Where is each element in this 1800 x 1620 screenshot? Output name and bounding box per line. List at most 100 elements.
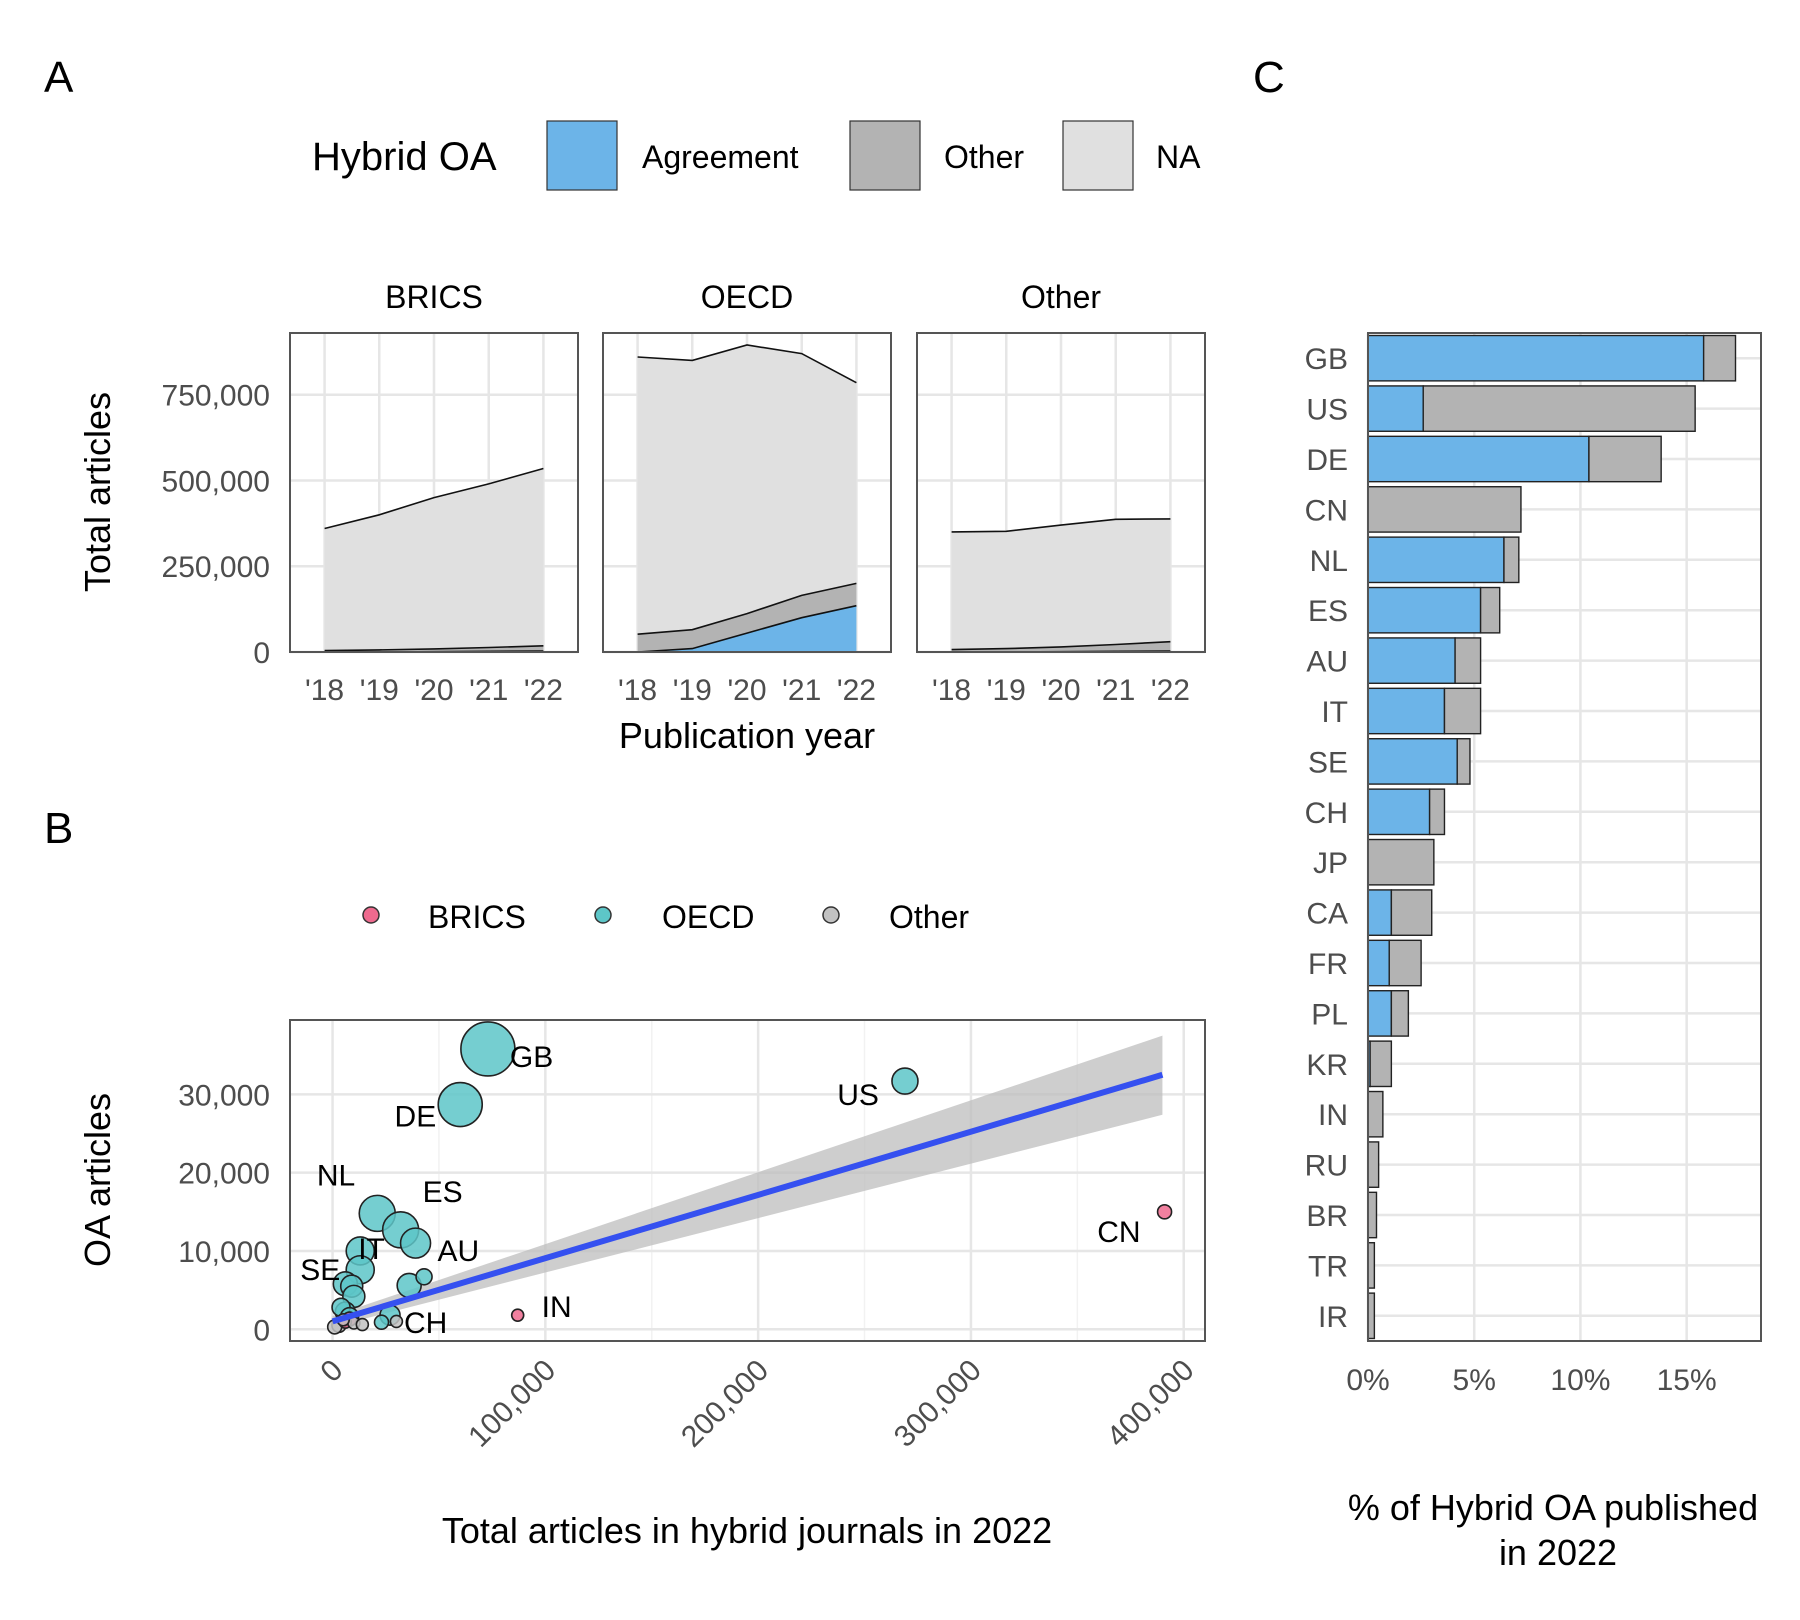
legend-country-group: BRICS OECD Other: [362, 899, 969, 935]
bar-other-se: [1456, 738, 1471, 785]
x-tick-label: '21: [469, 674, 508, 707]
category-label-ca: CA: [1306, 898, 1348, 931]
point-in: [510, 1308, 525, 1322]
x-tick-label: '19: [673, 674, 712, 707]
y-tick-label: 0: [253, 1314, 270, 1347]
point-label-se: SE: [300, 1254, 340, 1287]
bar-agreement-de: [1367, 435, 1590, 483]
legend-swatch-other: [849, 120, 921, 191]
panel-a-ylabel: Total articles: [77, 392, 118, 592]
point-de: [437, 1081, 484, 1128]
category-label-es: ES: [1308, 595, 1348, 628]
point-label-de: DE: [395, 1101, 437, 1134]
point-country: [373, 1314, 390, 1331]
category-label-de: DE: [1306, 444, 1348, 477]
y-tick-label: 750,000: [162, 380, 270, 413]
bar-agreement-au: [1367, 637, 1456, 684]
category-label-ru: RU: [1305, 1150, 1348, 1183]
y-tick-label: 250,000: [162, 551, 270, 584]
category-label-in: IN: [1318, 1099, 1348, 1132]
legend-swatch-agreement: [546, 120, 618, 191]
panel-letter-c: C: [1253, 53, 1285, 102]
x-tick-label: 15%: [1657, 1364, 1717, 1397]
y-tick-label: 10,000: [178, 1236, 270, 1269]
plot-border: [289, 332, 579, 653]
category-label-ch: CH: [1305, 797, 1348, 830]
facet-panel-oecd: '18 '19 '20 '21 '22: [602, 332, 892, 707]
point-label-cn: CN: [1097, 1216, 1140, 1249]
point-us: [891, 1067, 919, 1095]
area-outline: [637, 582, 857, 635]
plot-border: [289, 1019, 1206, 1342]
area-na: [637, 345, 857, 635]
area-outline: [637, 604, 857, 653]
bar-other-jp: [1367, 838, 1435, 886]
legend-marker-other: [822, 906, 840, 924]
x-tick-label: '18: [305, 674, 344, 707]
x-tick-label: '19: [987, 674, 1026, 707]
panel-b-ylabel: OA articles: [77, 1093, 118, 1267]
point-country: [415, 1268, 433, 1286]
point-label-au: AU: [438, 1235, 480, 1268]
x-tick-label: 0%: [1346, 1364, 1389, 1397]
category-label-tr: TR: [1308, 1250, 1348, 1283]
area-outline: [951, 518, 1171, 533]
category-label-jp: JP: [1313, 847, 1348, 880]
area-other: [951, 641, 1171, 652]
legend-hybrid-oa: Hybrid OA Agreement Other NA: [312, 120, 1201, 191]
plot-border: [916, 332, 1206, 653]
panel-c-xlabel-line2: in 2022: [1499, 1532, 1617, 1573]
category-label-se: SE: [1308, 746, 1348, 779]
legend-label-other: Other: [944, 139, 1024, 175]
y-tick-label: 0: [253, 637, 270, 670]
point-label-in: IN: [542, 1291, 572, 1324]
category-label-kr: KR: [1306, 1049, 1348, 1082]
bar-agreement-gb: [1367, 334, 1705, 382]
panel-a-xlabel: Publication year: [619, 715, 875, 756]
bar-agreement-ch: [1367, 788, 1431, 836]
category-label-pl: PL: [1311, 998, 1348, 1031]
plot-background: [1368, 333, 1761, 1341]
y-tick-label: 20,000: [178, 1158, 270, 1191]
bar-agreement-pl: [1367, 990, 1393, 1037]
facet-panel-other: '18 '19 '20 '21 '22: [916, 332, 1206, 707]
x-tick-label: '21: [1096, 674, 1135, 707]
facet-panel-brics: '18 '19 '20 '21 '22: [289, 332, 579, 707]
x-tick-label: 400,000: [1101, 1354, 1201, 1454]
panel-c-xlabel-line1: % of Hybrid OA published: [1348, 1487, 1758, 1528]
bar-other-pl: [1390, 990, 1410, 1037]
legend-label-oecd: OECD: [662, 899, 754, 935]
legend-marker-oecd: [594, 906, 612, 924]
x-tick-label: '20: [414, 674, 453, 707]
bar-other-es: [1479, 586, 1501, 634]
panel-letter-a: A: [44, 53, 74, 102]
point-label-nl: NL: [317, 1159, 355, 1192]
panel-c-bars: GB US DE CN NL ES AU IT SE CH JP CA FR PL KR IN RU BR TR IR…: [1305, 332, 1762, 1397]
area-na: [324, 468, 544, 651]
point-cn: [1156, 1204, 1173, 1220]
category-label-fr: FR: [1308, 948, 1348, 981]
point-label-us: US: [837, 1079, 879, 1112]
x-tick-label: '22: [524, 674, 563, 707]
area-outline: [637, 344, 857, 384]
x-tick-label: '19: [360, 674, 399, 707]
category-label-br: BR: [1306, 1200, 1348, 1233]
panel-a-y-axis: 0 250,000 500,000 750,000: [162, 380, 270, 670]
y-tick-label: 30,000: [178, 1079, 270, 1112]
category-label-au: AU: [1306, 646, 1348, 679]
area-na: [951, 518, 1171, 650]
bar-agreement-es: [1367, 586, 1482, 634]
legend-title: Hybrid OA: [312, 135, 497, 179]
legend-label-other-country: Other: [889, 899, 969, 935]
facet-label-oecd: OECD: [701, 279, 793, 315]
point-country: [355, 1317, 370, 1332]
point-label-ch: CH: [404, 1307, 447, 1340]
bar-other-ca: [1390, 889, 1433, 936]
legend-swatch-na: [1062, 120, 1134, 191]
bar-other-ru: [1367, 1141, 1380, 1188]
x-tick-label: 300,000: [888, 1354, 988, 1454]
bar-agreement-ca: [1367, 889, 1393, 936]
bar-agreement-it: [1367, 687, 1446, 735]
legend-label-brics: BRICS: [428, 899, 526, 935]
bar-agreement-se: [1367, 738, 1458, 785]
